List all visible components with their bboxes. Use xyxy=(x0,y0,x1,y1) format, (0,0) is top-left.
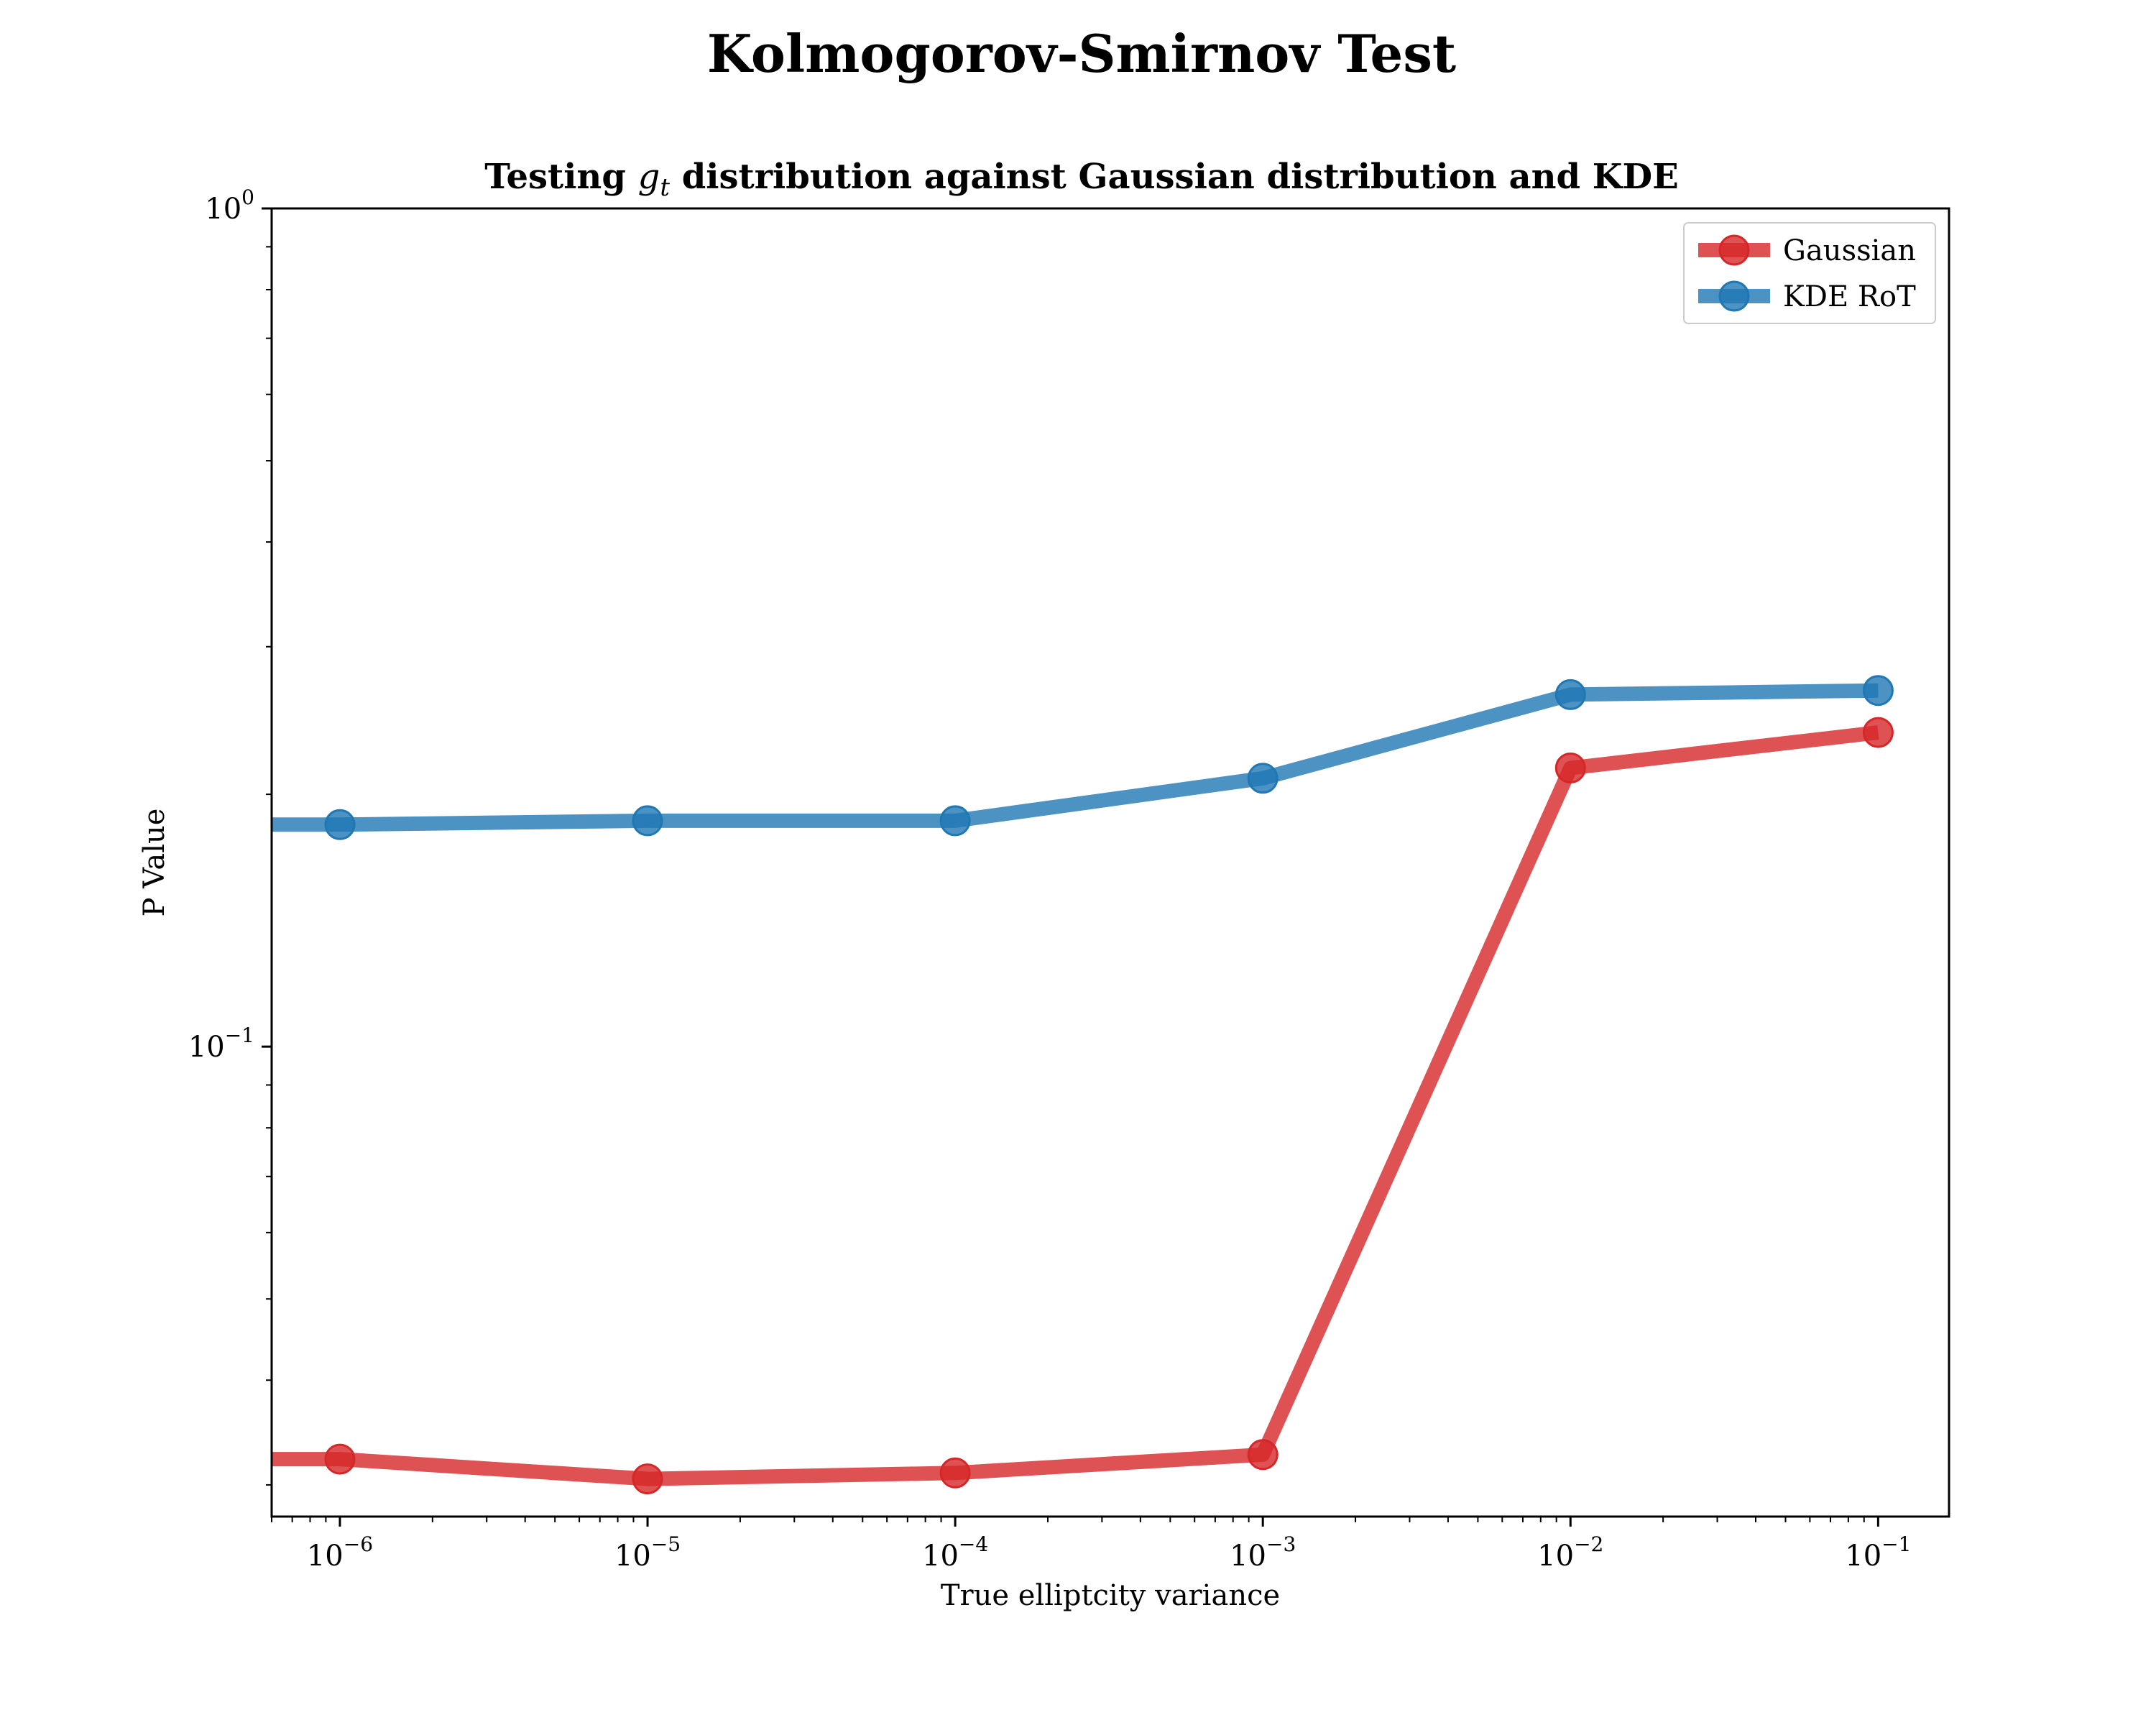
point-kde-rot-4 xyxy=(1554,678,1586,710)
point-kde-rot-5 xyxy=(1862,675,1894,707)
legend: Gaussian KDE RoT xyxy=(1683,222,1936,324)
point-kde-rot-3 xyxy=(1247,763,1279,794)
legend-label-gaussian: Gaussian xyxy=(1783,234,1916,267)
x-tick-label-0: 10−6 xyxy=(307,1532,373,1573)
series-line-gaussian xyxy=(272,725,1879,1486)
point-gaussian-0 xyxy=(324,1443,356,1475)
tick-layer: 10−6 10−5 10−4 10−3 10−2 10−1 100 10−1 xyxy=(188,185,1912,1573)
point-gaussian-5 xyxy=(1862,717,1894,748)
x-axis-label: True elliptcity variance xyxy=(941,1579,1280,1612)
x-tick-label-4: 10−2 xyxy=(1537,1532,1603,1573)
chart-suptitle: Kolmogorov-Smirnov Test xyxy=(707,23,1456,84)
point-kde-rot-2 xyxy=(939,805,971,837)
point-kde-rot-0 xyxy=(324,809,356,840)
point-gaussian-3 xyxy=(1247,1439,1279,1471)
plot-layer xyxy=(270,207,1950,1518)
point-gaussian-2 xyxy=(939,1457,971,1489)
y-axis-label: P Value xyxy=(138,809,171,917)
x-tick-label-1: 10−5 xyxy=(614,1532,681,1573)
y-tick-label-1: 10−1 xyxy=(188,1024,254,1064)
legend-label-kde-rot: KDE RoT xyxy=(1783,280,1916,313)
x-tick-label-2: 10−4 xyxy=(922,1532,988,1573)
data-group xyxy=(272,675,1894,1495)
chart-title: Testing gt distribution against Gaussian… xyxy=(484,157,1678,202)
x-tick-label-5: 10−1 xyxy=(1845,1532,1911,1573)
legend-marker-kde-rot xyxy=(1718,280,1750,312)
plot-frame xyxy=(270,207,1950,1518)
point-gaussian-4 xyxy=(1554,753,1586,783)
point-kde-rot-1 xyxy=(632,805,663,837)
point-gaussian-1 xyxy=(632,1463,663,1495)
x-tick-label-3: 10−3 xyxy=(1230,1532,1296,1573)
y-tick-label-0: 100 xyxy=(205,185,254,226)
legend-marker-gaussian xyxy=(1718,234,1750,266)
